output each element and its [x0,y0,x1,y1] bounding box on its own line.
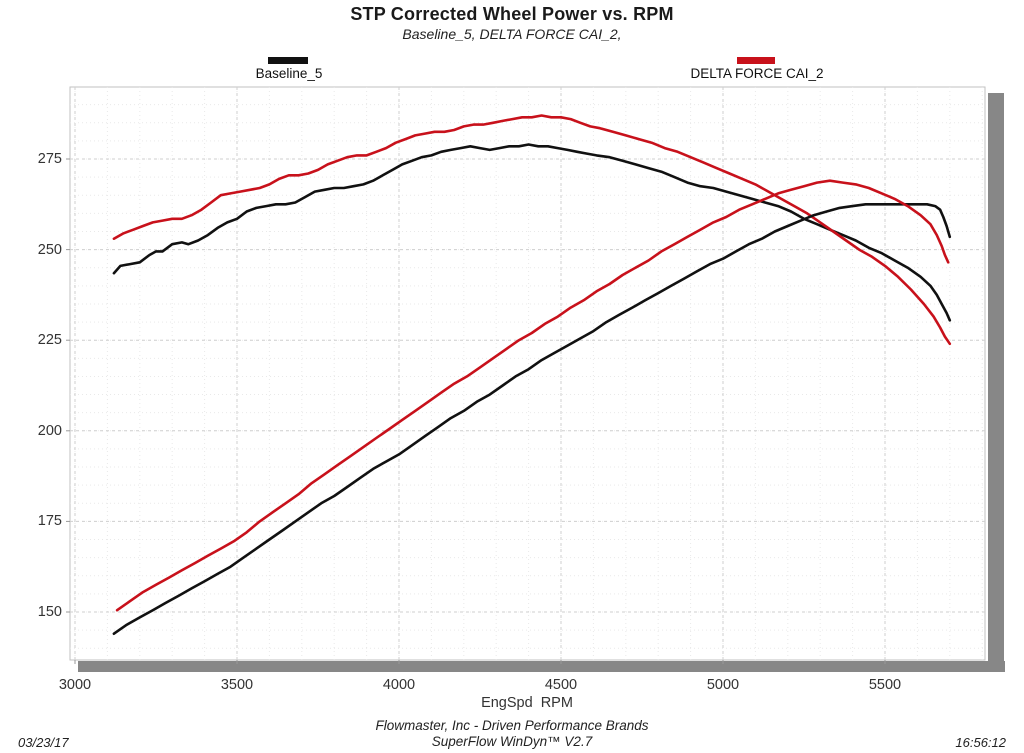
curve-0-baseline-5 [112,143,952,322]
x-tick-3000: 3000 [58,677,92,693]
footer-company: Flowmaster, Inc - Driven Performance Bra… [375,718,649,733]
footer-software: SuperFlow WinDyn™ V2.7 [431,734,593,749]
plot-shadow-right [988,93,1004,672]
legend-label-delta-force: DELTA FORCE CAI_2 [690,66,824,81]
y-tick-150: 150 [37,604,62,620]
x-tick-4000: 4000 [382,677,416,693]
curve-3-delta-force-cai-2 [115,179,950,612]
y-tick-175: 175 [37,513,62,529]
y-tick-225: 225 [37,332,62,348]
date-stamp: 03/23/17 [18,735,69,750]
x-tick-4500: 4500 [544,677,578,693]
plot-shadow-bottom [78,661,1005,672]
x-axis-label: EngSpd RPM [481,695,573,711]
chart-subtitle: Baseline_5, DELTA FORCE CAI_2, [402,26,622,42]
legend-swatch-baseline [268,57,308,64]
page-title: STP Corrected Wheel Power vs. RPM [350,4,674,24]
legend-label-baseline: Baseline_5 [255,66,323,81]
x-tick-5500: 5500 [868,677,902,693]
y-tick-250: 250 [37,242,62,258]
curve-2-baseline-5 [112,203,952,636]
x-tick-3500: 3500 [220,677,254,693]
x-tick-5000: 5000 [706,677,740,693]
legend-swatch-delta-force [737,57,775,64]
curve-1-delta-force-cai-2 [112,114,952,346]
y-tick-275: 275 [37,151,62,167]
plot-frame [69,86,986,661]
y-tick-200: 200 [37,423,62,439]
time-stamp: 16:56:12 [955,735,1006,750]
